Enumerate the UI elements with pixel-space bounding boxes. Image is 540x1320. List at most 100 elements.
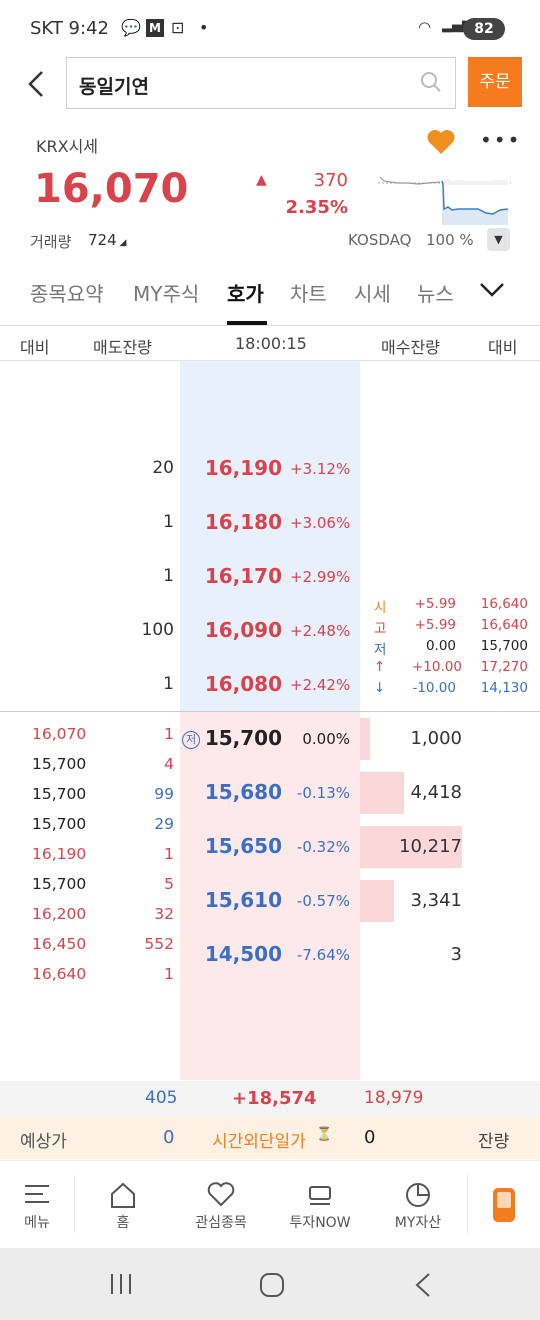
ask-row[interactable]: 100 16,090 +2.48% <box>0 604 540 658</box>
bid-pct: -0.57% <box>296 892 350 910</box>
menu-icon <box>25 1185 49 1203</box>
nav-invest-now[interactable]: 투자NOW <box>271 1161 369 1249</box>
tab-summary[interactable]: 종목요약 <box>30 282 104 306</box>
ask-row[interactable]: 1 16,080 +2.42% <box>0 658 540 712</box>
bid-qty-bar <box>360 880 394 922</box>
trade-row: 15,700 29 <box>32 815 174 833</box>
summary-open: 시 +5.99 16,640 <box>374 596 528 616</box>
bid-pct: -0.32% <box>296 838 350 856</box>
bid-row[interactable]: 14,500 -7.64% 3 <box>0 928 540 982</box>
ask-price: 16,080 <box>204 672 282 696</box>
back-nav-icon[interactable] <box>413 1272 433 1298</box>
tab-news[interactable]: 뉴스 <box>417 282 454 306</box>
price-change: 370 <box>313 170 348 191</box>
net-total: +18,574 <box>232 1088 317 1109</box>
expected-value: 0 <box>163 1127 175 1148</box>
bid-row[interactable]: 15,610 -0.57% 3,341 <box>0 874 540 928</box>
recent-trades: 16,070 1 15,700 4 15,700 99 15,700 29 16,190… <box>0 725 180 995</box>
battery-icon: 82 <box>463 18 505 40</box>
back-button[interactable] <box>22 68 54 100</box>
screenshot-icon: ⊡ <box>171 18 185 37</box>
expected-price-row: 예상가 0 시간외단일가 ⏳ 0 잔량 <box>0 1117 540 1159</box>
up-triangle-icon: ▲ <box>256 172 267 188</box>
nav-mobile-app[interactable] <box>468 1161 540 1249</box>
ask-price: 16,190 <box>204 456 282 480</box>
volume-label: 거래량 <box>30 233 72 251</box>
bid-row[interactable]: 15,680 -0.13% 4,418 <box>0 766 540 820</box>
status-bar: SKT 9:42 💬 M ⊡ • ◠ ▂▄▆ 82 <box>0 0 540 56</box>
trade-row: 16,450 552 <box>32 935 174 953</box>
ask-price: 16,090 <box>204 618 282 642</box>
recent-apps-icon[interactable] <box>108 1272 134 1296</box>
price-summary: 시 +5.99 16,640 고 +5.99 16,640 저 0.00 15,… <box>362 596 532 701</box>
trade-row: 16,200 32 <box>32 905 174 923</box>
ask-qty: 20 <box>152 458 174 478</box>
summary-upper-limit: ↑ +10.00 17,270 <box>374 659 528 675</box>
divider <box>74 1175 75 1233</box>
bid-qty: 4,418 <box>410 782 462 803</box>
ask-row[interactable]: 1 16,170 +2.99% <box>0 550 540 604</box>
volume-value: 724 ◢ <box>88 231 127 249</box>
chat-icon: 💬 <box>121 18 141 37</box>
search-icon[interactable] <box>419 70 443 94</box>
bottom-nav: 메뉴 홈 관심종목 투자NOW MY자산 <box>0 1160 540 1248</box>
nav-home[interactable]: 홈 <box>75 1161 171 1249</box>
bid-qty-bar <box>360 718 370 760</box>
search-value: 동일기연 <box>79 76 149 98</box>
more-icon[interactable]: ••• <box>480 128 522 152</box>
bid-qty-bar <box>360 772 404 814</box>
tab-my-stock[interactable]: MY주식 <box>133 282 200 306</box>
bid-qty: 10,217 <box>399 836 462 857</box>
bid-price: 15,680 <box>204 780 282 804</box>
ask-qty: 1 <box>163 512 174 532</box>
chevron-down-icon[interactable]: ▼ <box>487 228 510 251</box>
col-time: 18:00:15 <box>235 334 307 353</box>
tab-chart[interactable]: 차트 <box>290 282 327 306</box>
market-label: KRX시세 <box>36 137 99 156</box>
after-hours-label[interactable]: 시간외단일가 <box>212 1132 306 1152</box>
trade-row: 16,070 1 <box>32 725 174 743</box>
chevron-down-icon[interactable] <box>478 278 506 302</box>
trade-row: 15,700 99 <box>32 785 174 803</box>
home-button-icon[interactable] <box>259 1272 285 1298</box>
bid-price-area <box>180 712 360 1080</box>
heart-icon[interactable] <box>426 128 456 156</box>
nav-menu[interactable]: 메뉴 <box>0 1161 74 1249</box>
bid-row[interactable]: 15,650 -0.32% 10,217 <box>0 820 540 874</box>
layers-icon <box>309 1186 331 1205</box>
divider <box>0 711 540 712</box>
tab-quotes[interactable]: 시세 <box>354 282 391 306</box>
heart-outline-icon <box>207 1182 235 1207</box>
bid-row[interactable]: 저 15,700 0.00% 1,000 <box>0 712 540 766</box>
trade-row: 16,190 1 <box>32 845 174 863</box>
ask-pct: +3.12% <box>290 460 351 478</box>
dot-icon: • <box>199 18 209 37</box>
home-icon <box>111 1182 135 1208</box>
trade-row: 16,640 1 <box>32 965 174 983</box>
wifi-icon: ◠ <box>418 18 432 36</box>
ask-pct: +2.42% <box>290 676 351 694</box>
exchange-label: KOSDAQ <box>348 231 412 249</box>
expected-label: 예상가 <box>20 1132 67 1152</box>
tab-orderbook[interactable]: 호가 <box>227 282 264 306</box>
bid-price: 15,650 <box>204 834 282 858</box>
ask-pct: +2.99% <box>290 568 351 586</box>
search-input[interactable]: 동일기연 <box>66 57 456 109</box>
orderbook-header: 대비 매도잔량 18:00:15 매수잔량 대비 <box>0 327 540 361</box>
summary-lower-limit: ↓ -10.00 14,130 <box>374 680 528 696</box>
ask-row[interactable]: 20 16,190 +3.12% <box>0 442 540 496</box>
ask-price: 16,170 <box>204 564 282 588</box>
order-button[interactable]: 주문 <box>468 57 522 107</box>
bid-total: 18,979 <box>364 1088 424 1108</box>
bid-qty: 3 <box>450 944 462 965</box>
price-change-pct: 2.35% <box>285 197 348 218</box>
ask-pct: +2.48% <box>290 622 351 640</box>
nav-watchlist[interactable]: 관심종목 <box>171 1161 271 1249</box>
remain-label[interactable]: 잔량 <box>478 1132 510 1152</box>
ask-row[interactable]: 1 16,180 +3.06% <box>0 496 540 550</box>
nav-my-assets[interactable]: MY자산 <box>369 1161 467 1249</box>
bid-qty: 1,000 <box>410 728 462 749</box>
col-diff-left: 대비 <box>20 338 50 357</box>
mini-chart[interactable] <box>378 163 511 225</box>
bid-price: 15,610 <box>204 888 282 912</box>
